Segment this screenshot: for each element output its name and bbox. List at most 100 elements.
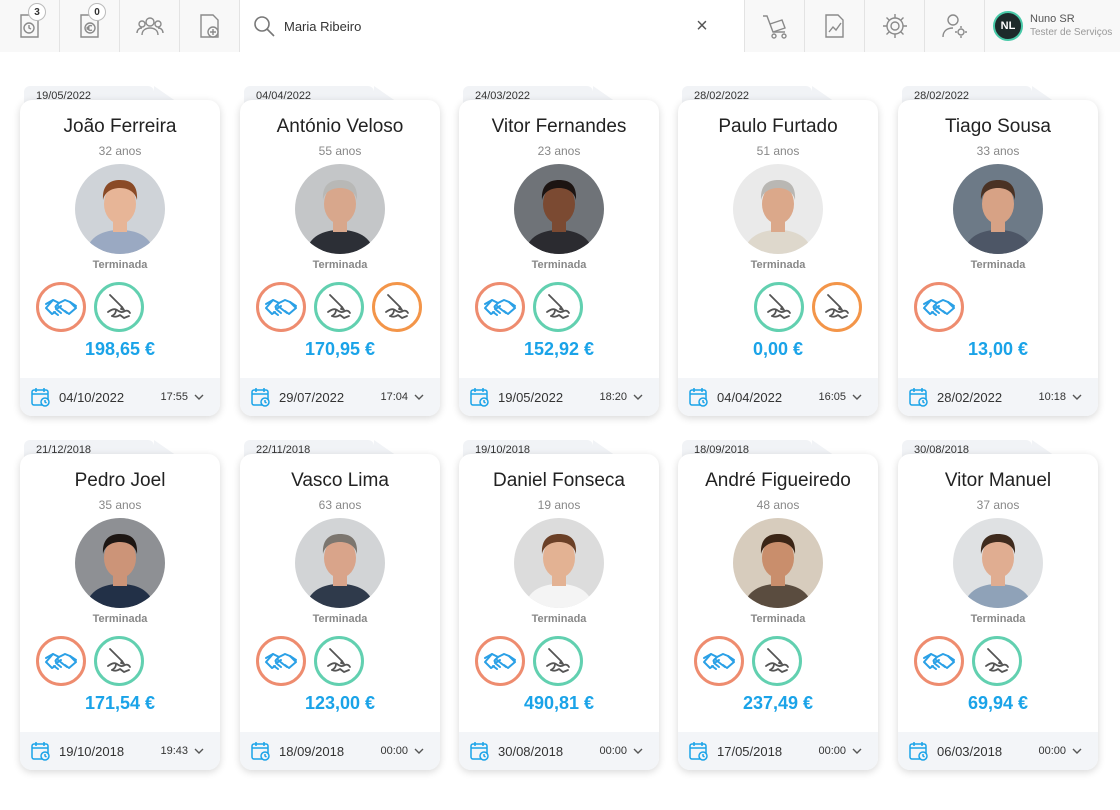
chevron-down-icon[interactable] [1070, 744, 1084, 758]
chevron-down-icon[interactable] [192, 390, 206, 404]
timer-button[interactable]: 3 [0, 0, 60, 52]
client-age: 19 anos [537, 498, 581, 512]
avatar: NL [993, 11, 1023, 41]
card-footer[interactable]: 17/05/2018 00:00 [678, 732, 878, 770]
service-date: 30/08/2018 [498, 743, 564, 759]
service-status: Terminada [312, 613, 368, 625]
new-document-button[interactable] [180, 0, 240, 52]
chevron-down-icon[interactable] [412, 390, 426, 404]
service-card[interactable]: 28/02/2022 Tiago Sousa 33 anos Terminada… [898, 86, 1098, 416]
service-status: Terminada [92, 613, 148, 625]
handshake-service-button[interactable] [475, 636, 525, 686]
service-time: 18:20 [599, 391, 627, 403]
handshake-service-button[interactable] [256, 636, 306, 686]
handshake-service-button[interactable] [475, 282, 525, 332]
search-input[interactable] [284, 11, 682, 41]
chevron-down-icon[interactable] [631, 744, 645, 758]
card-tab-date: 18/09/2018 [682, 440, 838, 458]
card-footer[interactable]: 04/10/2022 17:55 [20, 378, 220, 416]
service-time: 00:00 [1038, 745, 1066, 757]
chevron-down-icon[interactable] [192, 744, 206, 758]
user-profile[interactable]: NL Nuno SR Tester de Serviços [985, 0, 1120, 52]
service-icons [898, 634, 1098, 688]
calendar-clock-icon [689, 388, 708, 407]
client-age: 63 anos [318, 498, 362, 512]
client-portrait [953, 518, 1043, 608]
handshake-service-button[interactable] [914, 282, 964, 332]
service-icons [20, 634, 220, 688]
service-icons [240, 280, 440, 334]
user-info: Nuno SR Tester de Serviços [1030, 12, 1112, 40]
handshake-service-button[interactable] [256, 282, 306, 332]
signature-service-button[interactable] [752, 636, 802, 686]
add-document-icon [199, 14, 219, 38]
signature-service-button[interactable] [533, 282, 583, 332]
signature-icon [107, 294, 131, 319]
signature-service-button[interactable] [314, 636, 364, 686]
signature-service-button[interactable] [314, 282, 364, 332]
handshake-service-button[interactable] [36, 636, 86, 686]
service-card[interactable]: 30/08/2018 Vitor Manuel 37 anos Terminad… [898, 440, 1098, 770]
card-footer[interactable]: 04/04/2022 16:05 [678, 378, 878, 416]
reports-button[interactable] [805, 0, 865, 52]
handshake-service-button[interactable] [694, 636, 744, 686]
clients-button[interactable] [120, 0, 180, 52]
invoices-count-badge: 0 [88, 3, 106, 21]
card-footer[interactable]: 30/08/2018 00:00 [459, 732, 659, 770]
service-card[interactable]: 24/03/2022 Vitor Fernandes 23 anos Termi… [459, 86, 659, 416]
chevron-down-icon[interactable] [850, 390, 864, 404]
signature-pending-button[interactable] [372, 282, 422, 332]
chevron-down-icon[interactable] [412, 744, 426, 758]
card-footer[interactable]: 06/03/2018 00:00 [898, 732, 1098, 770]
signature-service-button[interactable] [94, 636, 144, 686]
handshake-icon [45, 299, 77, 316]
service-status: Terminada [750, 259, 806, 271]
card-tab-date: 21/12/2018 [24, 440, 180, 458]
client-portrait [514, 518, 604, 608]
client-age: 35 anos [98, 498, 142, 512]
service-time: 00:00 [599, 745, 627, 757]
signature-service-button[interactable] [94, 282, 144, 332]
service-date: 06/03/2018 [937, 743, 1003, 759]
card-footer[interactable]: 29/07/2022 17:04 [240, 378, 440, 416]
service-card[interactable]: 19/05/2022 João Ferreira 32 anos Termina… [20, 86, 220, 416]
handshake-service-button[interactable] [914, 636, 964, 686]
service-card[interactable]: 28/02/2022 Paulo Furtado 51 anos Termina… [678, 86, 878, 416]
chevron-down-icon[interactable] [631, 390, 645, 404]
card-body: Daniel Fonseca 19 anos Terminada 490,81 … [459, 454, 659, 770]
client-photo [514, 518, 604, 608]
service-card[interactable]: 18/09/2018 André Figueiredo 48 anos Term… [678, 440, 878, 770]
service-card[interactable]: 22/11/2018 Vasco Lima 63 anos Terminada … [240, 440, 440, 770]
cart-button[interactable] [745, 0, 805, 52]
signature-icon [765, 648, 789, 673]
card-tab-date: 04/04/2022 [244, 86, 400, 104]
handshake-service-button[interactable] [36, 282, 86, 332]
card-footer[interactable]: 28/02/2022 10:18 [898, 378, 1098, 416]
service-card[interactable]: 21/12/2018 Pedro Joel 35 anos Terminada … [20, 440, 220, 770]
service-price: 0,00 € [752, 339, 804, 359]
service-card[interactable]: 19/10/2018 Daniel Fonseca 19 anos Termin… [459, 440, 659, 770]
signature-service-button[interactable] [533, 636, 583, 686]
invoices-button[interactable]: 0 [60, 0, 120, 52]
service-card[interactable]: 04/04/2022 António Veloso 55 anos Termin… [240, 86, 440, 416]
service-price: 13,00 € [967, 339, 1029, 359]
chevron-down-icon[interactable] [850, 744, 864, 758]
signature-service-button[interactable] [754, 282, 804, 332]
clear-search-button[interactable]: × [696, 14, 708, 37]
signature-service-button[interactable] [972, 636, 1022, 686]
card-footer[interactable]: 18/09/2018 00:00 [240, 732, 440, 770]
service-icons [898, 280, 1098, 334]
settings-button[interactable] [865, 0, 925, 52]
service-date: 28/02/2022 [937, 389, 1003, 405]
gear-icon [882, 14, 907, 38]
chevron-down-icon[interactable] [1070, 390, 1084, 404]
client-age: 32 anos [98, 144, 142, 158]
card-footer[interactable]: 19/10/2018 19:43 [20, 732, 220, 770]
signature-pending-button[interactable] [812, 282, 862, 332]
client-portrait [733, 164, 823, 254]
user-settings-button[interactable] [925, 0, 985, 52]
calendar-clock-icon [251, 742, 270, 761]
signature-icon [767, 294, 791, 319]
client-photo [295, 164, 385, 254]
card-footer[interactable]: 19/05/2022 18:20 [459, 378, 659, 416]
